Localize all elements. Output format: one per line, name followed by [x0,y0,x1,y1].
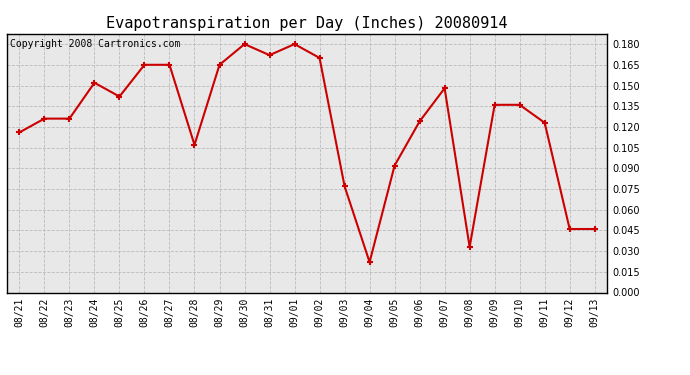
Text: Copyright 2008 Cartronics.com: Copyright 2008 Cartronics.com [10,39,180,49]
Title: Evapotranspiration per Day (Inches) 20080914: Evapotranspiration per Day (Inches) 2008… [106,16,508,31]
